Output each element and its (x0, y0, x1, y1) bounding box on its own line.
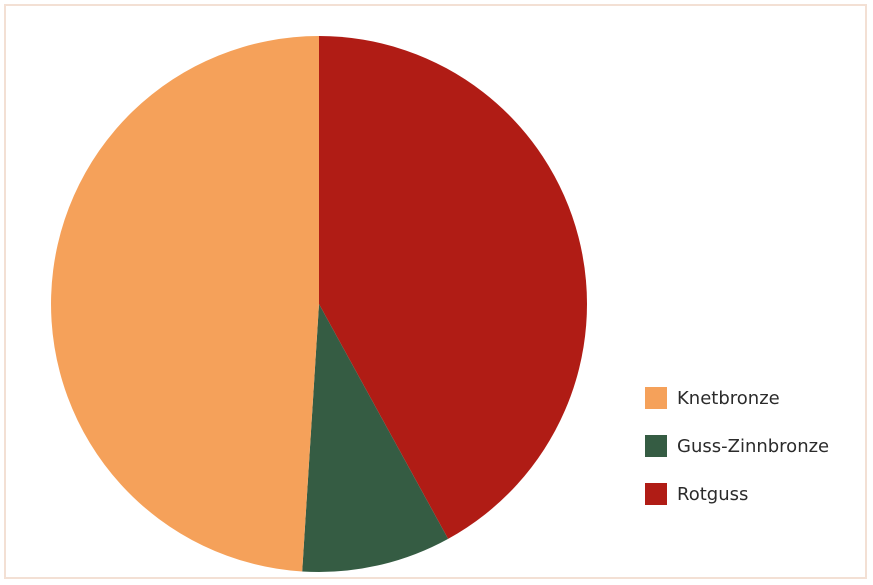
pie-slice-guss-zinnbronze (302, 304, 449, 572)
legend-label-guss-zinnbronze: Guss-Zinnbronze (677, 436, 829, 457)
pie-slices (51, 36, 587, 572)
legend: Knetbronze Guss-Zinnbronze Rotguss (645, 387, 829, 505)
legend-label-knetbronze: Knetbronze (677, 388, 780, 409)
legend-swatch-guss-zinnbronze (645, 435, 667, 457)
pie-slice-knetbronze (51, 36, 319, 572)
legend-swatch-rotguss (645, 483, 667, 505)
legend-swatch-knetbronze (645, 387, 667, 409)
legend-label-rotguss: Rotguss (677, 484, 748, 505)
pie-slice-rotguss (319, 36, 587, 539)
